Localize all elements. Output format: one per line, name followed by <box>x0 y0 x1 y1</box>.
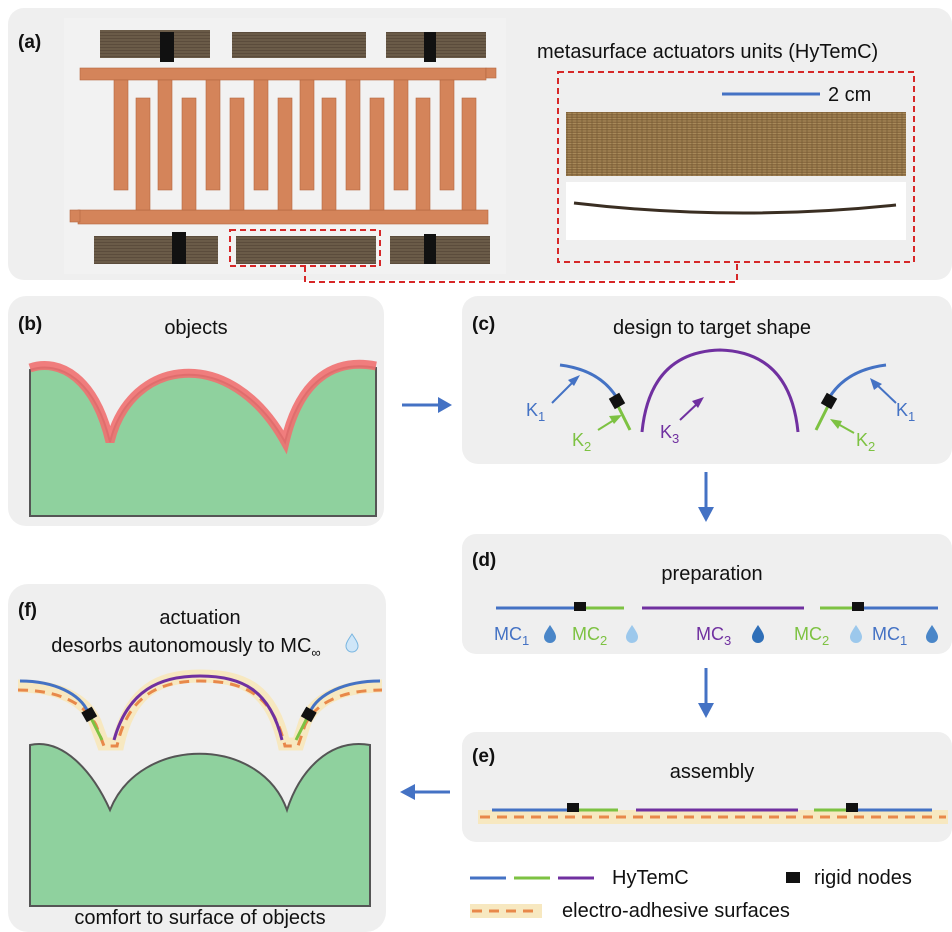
rigid-node-photo <box>160 32 174 62</box>
rigid-node-left <box>81 706 98 723</box>
mc2-label-left: MC2 <box>572 624 607 648</box>
panel-d: (d) preparation MC1 MC2 MC3 MC2 MC1 <box>462 534 952 654</box>
arrow-c-to-d <box>698 472 714 522</box>
actuator-unit <box>390 236 490 264</box>
k2-label-right: K2 <box>856 430 875 454</box>
panel-d-label: (d) <box>472 550 496 571</box>
panel-b-title: objects <box>164 317 227 339</box>
rigid-node-right <box>852 602 864 611</box>
panel-b-label: (b) <box>18 314 42 335</box>
panel-f-title: actuation <box>159 607 240 629</box>
panel-f-subtitle: desorbs autonomously to MC∞ <box>51 635 320 660</box>
actuator-side-view-background <box>566 182 906 240</box>
panel-c-label: (c) <box>472 314 495 335</box>
hytemc-blue-left <box>19 679 90 713</box>
k2-label-left: K2 <box>572 430 591 454</box>
panel-c-background <box>462 296 952 464</box>
k1-label-right: K1 <box>896 400 915 424</box>
panel-a-label: (a) <box>18 32 41 53</box>
panel-d-title: preparation <box>661 563 762 585</box>
k3-label: K3 <box>660 422 679 446</box>
arrow-e-to-f <box>400 784 450 800</box>
rigid-node-right <box>820 392 838 410</box>
panel-e-title: assembly <box>670 761 754 783</box>
actuator-unit <box>100 30 210 58</box>
actuator-unit-highlighted <box>236 236 376 264</box>
panel-f: (f) actuation desorbs autonomously to MC… <box>8 584 386 932</box>
legend-rigid-nodes: rigid nodes <box>814 867 912 889</box>
conformed-actuator <box>17 669 383 751</box>
adhesive-layer <box>478 810 948 824</box>
legend-swatch-rigid-node <box>786 872 800 883</box>
panel-e-background <box>462 732 952 842</box>
mc2-label-right: MC2 <box>794 624 829 648</box>
hytemc-green-left <box>88 715 104 741</box>
arrow-d-to-e <box>698 668 714 718</box>
rigid-node-photo <box>424 32 436 62</box>
hytemc-purple <box>112 674 284 741</box>
panel-b: (b) objects <box>8 296 384 526</box>
panel-f-label: (f) <box>18 600 37 621</box>
scale-bar-label: 2 cm <box>828 84 871 106</box>
actuator-unit <box>232 32 366 58</box>
panel-e: (e) assembly <box>462 732 952 842</box>
k1-label-left: K1 <box>526 400 545 424</box>
panel-a: (a) <box>8 8 952 283</box>
rigid-node-right <box>846 803 858 812</box>
panel-a-title: metasurface actuators units (HyTemC) <box>537 41 878 63</box>
rigid-node-photo <box>424 234 436 264</box>
rigid-node-left <box>567 803 579 812</box>
object-shape <box>29 743 371 907</box>
object-surface-highlight <box>28 359 377 455</box>
legend: HyTemC rigid nodes electro-adhesive surf… <box>470 867 912 922</box>
rigid-node-left <box>574 602 586 611</box>
actuator-unit <box>94 236 218 264</box>
actuator-top-view <box>566 112 906 176</box>
copper-electrodes <box>69 67 497 225</box>
zoom-view: 2 cm <box>557 71 915 263</box>
legend-adhesive: electro-adhesive surfaces <box>562 900 790 922</box>
metasurface-photo <box>64 18 506 274</box>
rigid-node-right <box>300 706 317 723</box>
hytemc-green-right <box>294 715 310 741</box>
actuator-side-view <box>573 201 897 215</box>
zoom-connector <box>304 262 738 283</box>
zoom-frame <box>557 71 915 263</box>
arrow-b-to-c <box>402 397 452 413</box>
mc1-label-right: MC1 <box>872 624 907 648</box>
k1-segment-left <box>559 363 619 399</box>
k2-segment-left <box>615 403 632 431</box>
legend-hytemc: HyTemC <box>612 867 689 889</box>
k2-segment-right <box>814 403 831 431</box>
k1-segment-right <box>827 363 887 399</box>
hytemc-blue-right <box>308 679 381 713</box>
curvature-pointers <box>551 375 897 434</box>
panel-e-label: (e) <box>472 746 495 767</box>
k3-segment <box>640 348 800 433</box>
panel-c-title: design to target shape <box>613 317 811 339</box>
mc3-label: MC3 <box>696 624 731 648</box>
panel-d-background <box>462 534 952 654</box>
panel-f-caption: comfort to surface of objects <box>74 907 325 929</box>
mc1-label-left: MC1 <box>494 624 529 648</box>
rigid-node-left <box>608 392 626 410</box>
panel-c: (c) design to target shape K1 K2 K3 K1 <box>462 296 952 464</box>
rigid-node-photo <box>172 232 186 264</box>
